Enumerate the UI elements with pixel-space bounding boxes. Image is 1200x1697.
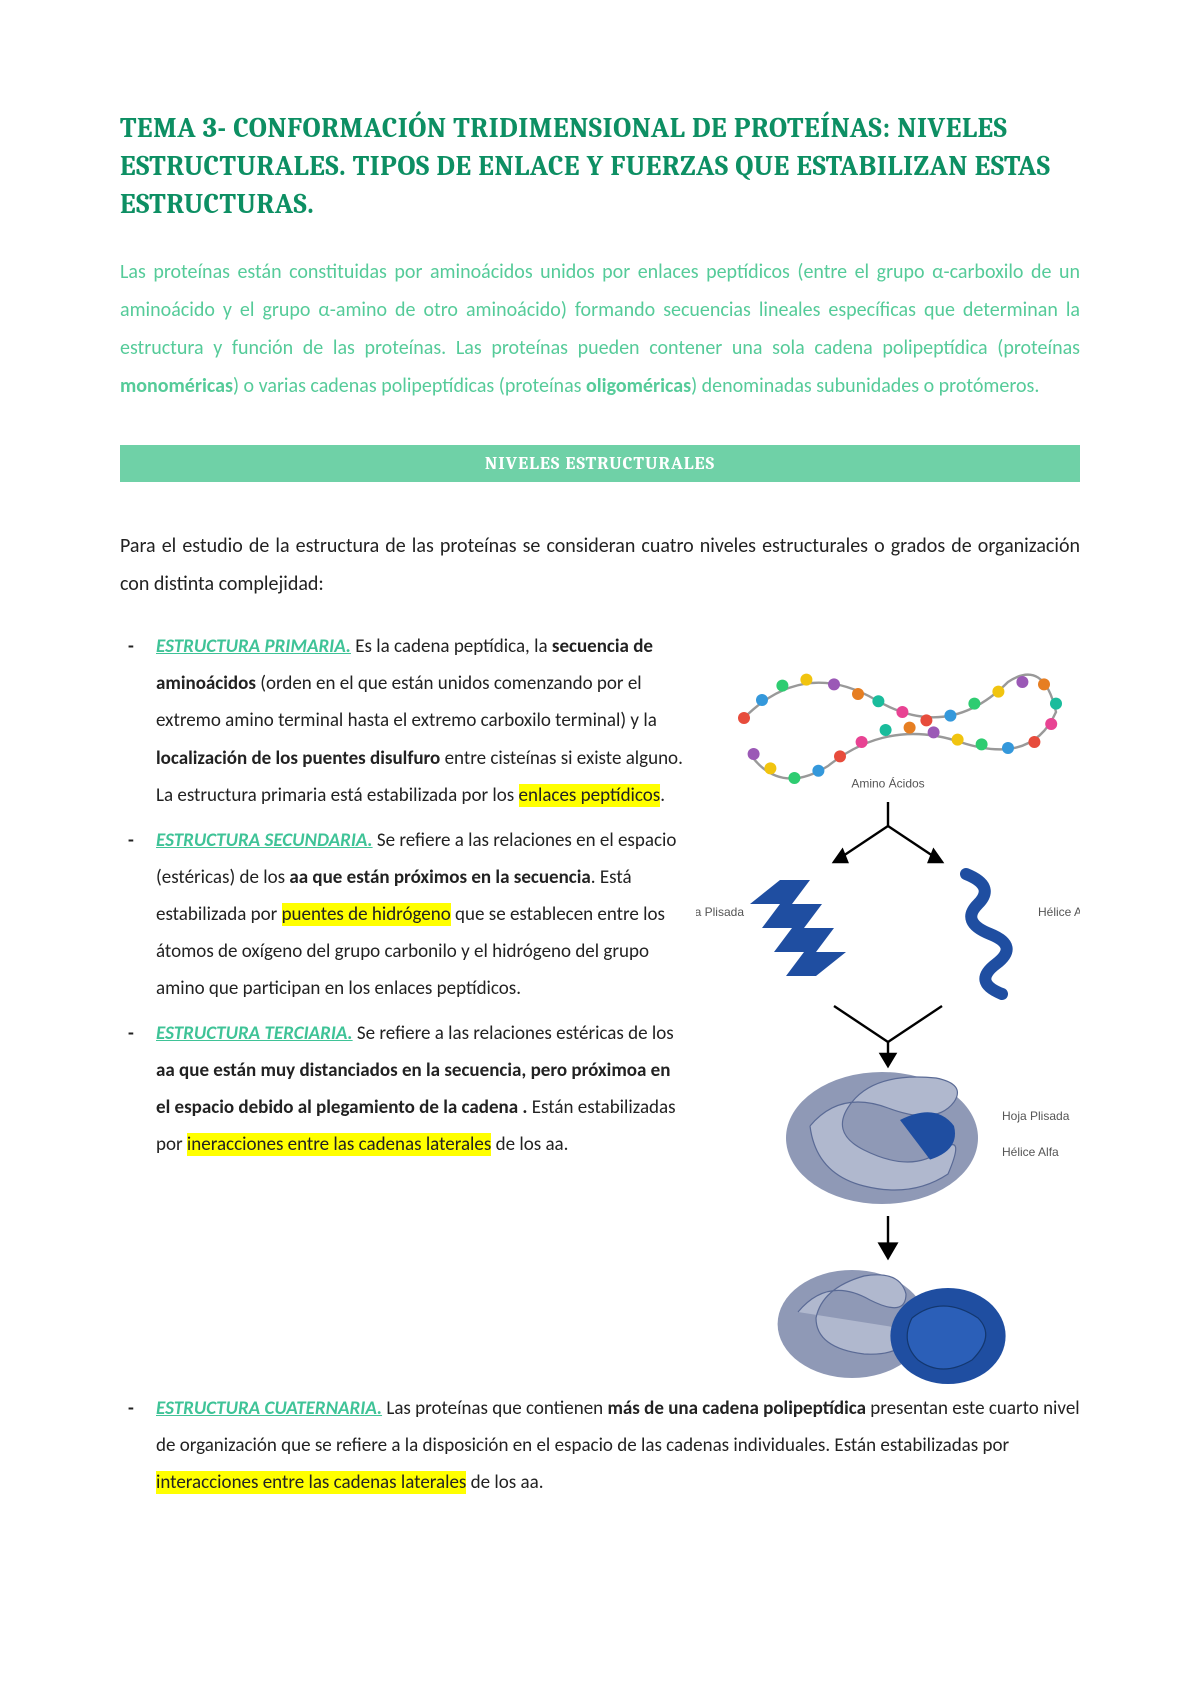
tertiary-globule-icon: [786, 1072, 978, 1204]
intro-text-3: ) denominadas subunidades o protómeros.: [691, 374, 1039, 398]
fig-label-amino: Amino Ácidos: [851, 776, 924, 791]
down-arrow-icon: [880, 1216, 897, 1258]
levels-list-continued: ESTRUCTURA CUATERNARIA. Las proteínas qu…: [120, 1390, 1080, 1501]
fig-label-hoja: Hoja Plisada: [696, 905, 744, 919]
merge-arrow-icon: [834, 1006, 942, 1066]
intro-text-2: ) o varias cadenas polipeptídicas (prote…: [233, 374, 586, 398]
section-heading-band: NIVELES ESTRUCTURALES: [120, 445, 1080, 482]
text: Es la cadena peptídica, la: [351, 635, 552, 658]
bold: aa que están próximos en la secuencia: [289, 866, 590, 889]
highlight: puentes de hidrógeno: [282, 903, 451, 926]
fig-label-helice: Hélice Alfa: [1038, 905, 1080, 919]
levels-list: ESTRUCTURA PRIMARIA. Es la cadena peptíd…: [120, 628, 686, 1163]
primary-chain-icon: [744, 675, 1056, 779]
intro-text-1: Las proteínas están constituidas por ami…: [120, 260, 1080, 360]
page-title: TEMA 3- CONFORMACIÓN TRIDIMENSIONAL DE P…: [120, 110, 1080, 223]
intro-bold-oligo: oligoméricas: [586, 374, 691, 398]
text: Se refiere a las relaciones estéricas de…: [353, 1022, 674, 1045]
levels-intro-paragraph: Para el estudio de la estructura de las …: [120, 527, 1080, 603]
intro-bold-mono: monoméricas: [120, 374, 233, 398]
fig-label-hoja2: Hoja Plisada: [1002, 1109, 1070, 1123]
text: .: [660, 784, 665, 807]
highlight: ineracciones entre las cadenas laterales: [187, 1133, 491, 1156]
split-arrow-icon: [834, 802, 942, 862]
level-terciaria: ESTRUCTURA TERCIARIA. Se refiere a las r…: [156, 1015, 686, 1163]
level-primaria: ESTRUCTURA PRIMARIA. Es la cadena peptíd…: [156, 628, 686, 813]
bold: más de una cadena polipeptídica: [607, 1397, 866, 1420]
level-head-primaria: ESTRUCTURA PRIMARIA.: [156, 635, 351, 658]
level-head-terciaria: ESTRUCTURA TERCIARIA.: [156, 1022, 353, 1045]
level-head-secundaria: ESTRUCTURA SECUNDARIA.: [156, 829, 373, 852]
intro-paragraph: Las proteínas están constituidas por ami…: [120, 253, 1080, 405]
protein-structure-figure: Amino Ácidos Hoja Plisada: [696, 646, 1080, 1390]
highlight: interacciones entre las cadenas laterale…: [156, 1471, 466, 1494]
quaternary-globule-icon: [778, 1270, 1006, 1384]
level-head-cuaternaria: ESTRUCTURA CUATERNARIA.: [156, 1397, 382, 1420]
text: de los aa.: [466, 1471, 543, 1494]
level-cuaternaria: ESTRUCTURA CUATERNARIA. Las proteínas qu…: [156, 1390, 1080, 1501]
highlight: enlaces peptídicos: [519, 784, 661, 807]
alpha-helix-icon: [966, 874, 1007, 994]
level-secundaria: ESTRUCTURA SECUNDARIA. Se refiere a las …: [156, 822, 686, 1007]
text: Las proteínas que contienen: [382, 1397, 607, 1420]
beta-sheet-icon: [750, 880, 846, 976]
bold: localización de los puentes disulfuro: [156, 747, 440, 770]
text: de los aa.: [491, 1133, 568, 1156]
fig-label-helice2: Hélice Alfa: [1002, 1145, 1059, 1159]
